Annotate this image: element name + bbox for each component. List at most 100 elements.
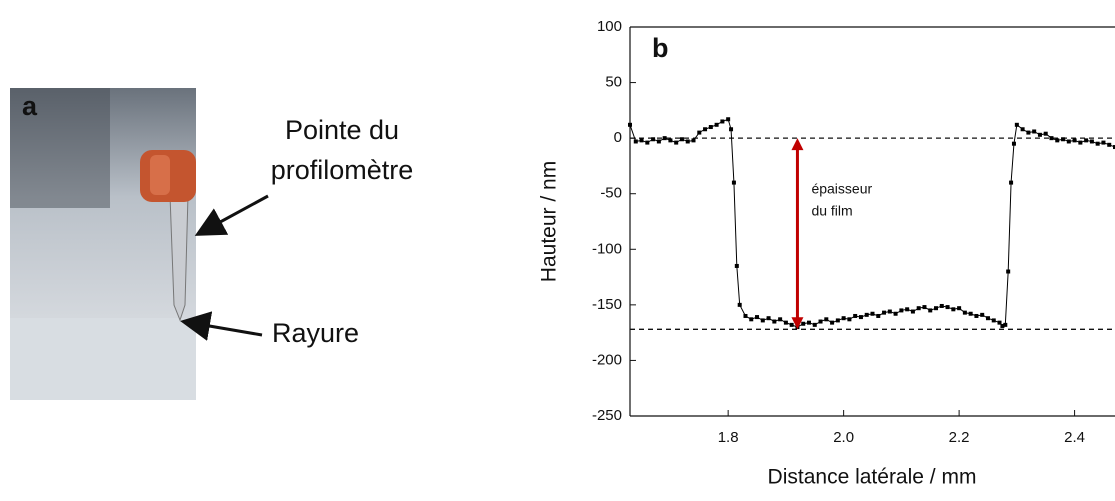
data-point [720, 119, 725, 124]
data-point [697, 130, 702, 135]
series-line [629, 118, 1115, 328]
arrow-head [791, 138, 804, 151]
x-tick-label: 2.2 [949, 429, 970, 446]
data-point [633, 139, 638, 144]
data-point [656, 139, 661, 144]
data-point [1078, 140, 1083, 145]
data-point [922, 305, 927, 310]
data-point [729, 127, 734, 132]
data-point [1107, 142, 1112, 147]
data-point [1014, 122, 1019, 127]
data-point [703, 127, 708, 132]
y-tick-label: -200 [592, 351, 622, 368]
data-point [708, 125, 713, 130]
data-point [997, 320, 1002, 325]
data-point [714, 122, 719, 127]
data-point [882, 310, 887, 315]
data-point [951, 307, 956, 312]
data-point [1003, 322, 1008, 327]
data-point [801, 321, 806, 326]
data-point [734, 263, 739, 268]
data-point [853, 313, 858, 318]
y-tick-label: 50 [605, 74, 622, 91]
data-point [766, 316, 771, 321]
x-axis-title: Distance latérale / mm [768, 466, 977, 489]
data-point [939, 303, 944, 308]
annotation: du film [811, 203, 852, 219]
data-point [991, 318, 996, 323]
data-point [1061, 137, 1066, 142]
data-point [818, 319, 823, 324]
panel-label: a [22, 91, 38, 121]
data-point [1032, 129, 1037, 134]
data-point [731, 180, 736, 185]
data-point [651, 137, 656, 142]
data-point [847, 317, 852, 322]
data-point [858, 315, 863, 320]
data-point [968, 311, 973, 316]
x-tick-label: 2.4 [1064, 429, 1085, 446]
data-point [1113, 145, 1115, 150]
data-point [783, 320, 788, 325]
y-tick-label: -150 [592, 296, 622, 313]
data-point [974, 313, 979, 318]
data-point [910, 309, 915, 314]
data-point [876, 313, 881, 318]
data-point [870, 311, 875, 316]
data-point [1006, 269, 1011, 274]
tip-label: profilomètre [271, 155, 414, 185]
data-point [772, 319, 777, 324]
data-point [928, 308, 933, 313]
data-point [1089, 139, 1094, 144]
y-tick-label: 100 [597, 18, 622, 35]
data-point [726, 117, 731, 122]
data-point [1084, 138, 1089, 143]
annotation: épaisseur [811, 181, 872, 197]
data-point [1049, 136, 1054, 141]
data-point [679, 137, 684, 142]
y-tick-label: -100 [592, 240, 622, 257]
photo [10, 88, 196, 400]
data-point [760, 318, 765, 323]
data-point [668, 138, 673, 143]
data-point [755, 315, 760, 320]
pointer-arrow [180, 311, 263, 341]
data-point [1055, 138, 1060, 143]
data-point [685, 139, 690, 144]
data-point [1037, 132, 1042, 137]
data-point [1066, 139, 1071, 144]
y-tick-label: 0 [614, 129, 622, 146]
data-point [812, 322, 817, 327]
data-point [985, 316, 990, 321]
data-point [743, 313, 748, 318]
data-point [1043, 131, 1048, 136]
data-point [864, 312, 869, 317]
data-point [806, 320, 811, 325]
panel-label: b [652, 33, 669, 63]
arrow-head [791, 317, 804, 330]
data-point [1026, 130, 1031, 135]
data-point [957, 306, 962, 311]
data-point [830, 320, 835, 325]
data-point [662, 136, 667, 141]
data-point [628, 122, 632, 127]
data-point [778, 317, 783, 322]
data-point [639, 138, 644, 143]
data-point [749, 317, 754, 322]
data-point [1072, 138, 1077, 143]
data-point [962, 310, 967, 315]
data-point [1020, 127, 1025, 132]
y-axis-title: Hauteur / nm [538, 161, 561, 282]
scratch-label: Rayure [272, 318, 359, 348]
y-tick-label: -50 [600, 185, 622, 202]
data-point [893, 311, 898, 316]
tip-label: Pointe du [285, 115, 399, 145]
data-point [905, 307, 910, 312]
chart: -250 -200 -150 -100 -50 0 50 100 1.8 2.0 2.2 2.4 Dis… [538, 18, 1115, 489]
data-point [1000, 323, 1005, 328]
data-point [1095, 141, 1100, 146]
data-point [824, 317, 829, 322]
data-point [691, 138, 696, 143]
